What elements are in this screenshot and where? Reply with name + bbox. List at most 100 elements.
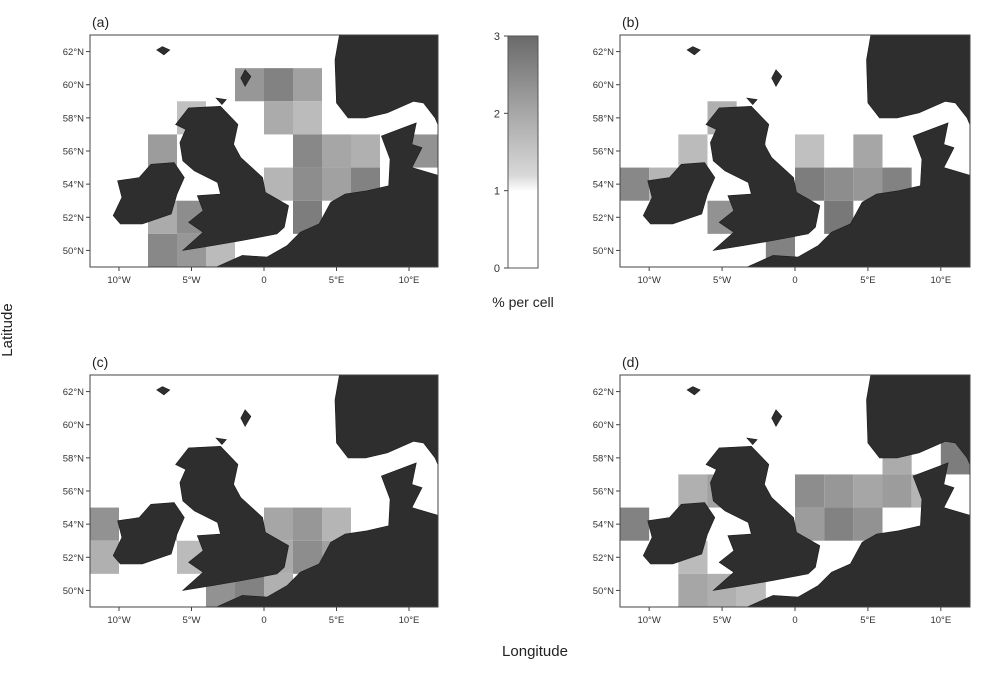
colorbar-tick-label: 0: [494, 263, 500, 275]
land-orkney: [746, 437, 758, 446]
land-britain: [705, 105, 821, 251]
land-scandinavia: [334, 375, 438, 466]
land-orkney: [215, 97, 227, 106]
lat-tick-label: 56°N: [593, 147, 614, 158]
density-cell: [293, 68, 322, 102]
density-cell: [148, 134, 177, 168]
lon-tick-label: 5°E: [860, 615, 875, 626]
colorbar-tick-label: 1: [494, 186, 500, 198]
lat-tick-label: 56°N: [593, 487, 614, 498]
land-continent: [746, 462, 970, 607]
lon-tick-label: 10°W: [637, 275, 660, 286]
land-faroe: [686, 46, 701, 56]
lon-tick-label: 0: [261, 615, 266, 626]
lon-tick-label: 10°W: [107, 615, 130, 626]
land-continent: [215, 122, 438, 267]
density-cell: [293, 134, 322, 168]
density-cell: [264, 68, 293, 102]
land-continent: [215, 462, 438, 607]
density-cell: [882, 474, 912, 508]
density-cell: [322, 134, 351, 168]
colorbar: % per cell 0 1 2 3: [492, 31, 553, 310]
density-cell: [148, 233, 177, 267]
density-cell: [678, 474, 708, 508]
density-cell: [264, 101, 293, 135]
land-shetland: [771, 69, 783, 88]
colorbar-tick-label: 3: [494, 31, 500, 43]
density-cell: [293, 101, 322, 135]
colorbar-gradient: [507, 35, 539, 269]
land-scandinavia: [334, 35, 438, 126]
density-cell: [853, 474, 883, 508]
land-faroe: [156, 386, 171, 396]
lon-tick-label: 0: [792, 275, 797, 286]
density-cell: [678, 134, 708, 168]
lon-tick-label: 5°W: [713, 615, 731, 626]
land-britain: [175, 105, 289, 251]
land-shetland: [240, 69, 252, 88]
lat-tick-label: 58°N: [593, 113, 614, 124]
lat-tick-label: 52°N: [63, 553, 84, 564]
density-cell: [678, 573, 708, 607]
lat-tick-label: 56°N: [63, 147, 84, 158]
lat-tick-label: 62°N: [63, 387, 84, 398]
lon-tick-label: 10°E: [930, 615, 951, 626]
density-cell: [795, 474, 825, 508]
y-axis-title: Latitude: [0, 303, 16, 356]
lon-tick-label: 10°E: [399, 615, 420, 626]
density-cell: [853, 134, 883, 168]
lon-tick-label: 10°E: [930, 275, 951, 286]
lat-tick-label: 58°N: [63, 113, 84, 124]
land-britain: [175, 445, 289, 591]
lat-tick-label: 62°N: [593, 387, 614, 398]
density-cell: [90, 507, 119, 541]
lat-tick-label: 50°N: [63, 246, 84, 257]
lat-tick-label: 52°N: [593, 553, 614, 564]
map-panel: (b) 62°N 60°N 58°N 56°N 54°N 52°N 50°N 10°W 5°W 0 5…: [593, 14, 971, 286]
lon-tick-label: 0: [792, 615, 797, 626]
density-cell: [824, 167, 854, 201]
panel-letter: (b): [622, 14, 639, 30]
map-panel: (d) 62°N 60°N 58°N 56°N 54°N 52°N 50°N 10°W 5°W 0 5…: [593, 354, 971, 626]
land-britain: [705, 445, 821, 591]
density-cell: [235, 68, 264, 102]
lat-tick-label: 50°N: [63, 586, 84, 597]
land-faroe: [686, 386, 701, 396]
lat-tick-label: 50°N: [593, 246, 614, 257]
lon-tick-label: 5°E: [329, 615, 344, 626]
lat-tick-label: 52°N: [593, 213, 614, 224]
lat-tick-label: 54°N: [63, 180, 84, 191]
lon-tick-label: 0: [261, 275, 266, 286]
density-cell: [293, 167, 322, 201]
lat-tick-label: 52°N: [63, 213, 84, 224]
land-faroe: [156, 46, 171, 56]
map-panels: (a) 62°N 60°N 58°N 56°N 54°N 52°N 50°N 10°W 5°W 0 5…: [63, 14, 971, 626]
colorbar-tick-label: 2: [494, 108, 500, 120]
density-cell: [824, 507, 854, 541]
land-ireland: [112, 162, 185, 225]
panel-letter: (d): [622, 354, 639, 370]
lat-tick-label: 62°N: [593, 47, 614, 58]
land-continent: [746, 122, 970, 267]
density-cell: [620, 167, 650, 201]
density-cell: [351, 134, 380, 168]
panel-letter: (a): [92, 14, 109, 30]
land-ireland: [642, 162, 716, 225]
x-axis-title: Longitude: [502, 643, 568, 660]
lon-tick-label: 10°W: [637, 615, 660, 626]
lat-tick-label: 60°N: [593, 80, 614, 91]
lat-tick-label: 56°N: [63, 487, 84, 498]
colorbar-label: % per cell: [492, 294, 553, 310]
lat-tick-label: 62°N: [63, 47, 84, 58]
panel-letter: (c): [92, 354, 108, 370]
lon-tick-label: 5°W: [182, 275, 200, 286]
land-scandinavia: [866, 375, 970, 466]
lat-tick-label: 58°N: [593, 453, 614, 464]
lat-tick-label: 54°N: [593, 520, 614, 531]
lat-tick-label: 54°N: [593, 180, 614, 191]
lon-tick-label: 5°W: [713, 275, 731, 286]
lat-tick-label: 50°N: [593, 586, 614, 597]
land-shetland: [240, 409, 252, 428]
lon-tick-label: 10°W: [107, 275, 130, 286]
